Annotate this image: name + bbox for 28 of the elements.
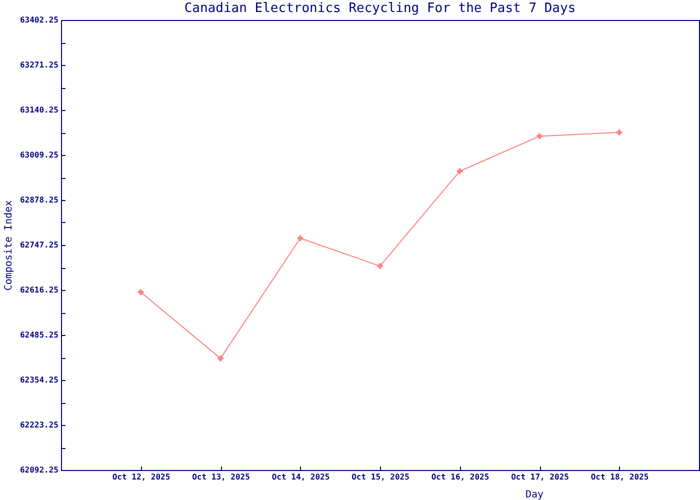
x-tick-label: Oct 12, 2025 <box>112 472 170 482</box>
point <box>616 130 622 136</box>
y-axis-title: Composite Index <box>4 200 14 291</box>
point <box>377 263 383 269</box>
y-tick-label: 62354.25 <box>20 376 59 384</box>
point <box>456 168 463 174</box>
y-tick-label: 63140.25 <box>20 106 59 114</box>
point <box>536 133 542 140</box>
y-tick-label: 63009.25 <box>20 150 59 160</box>
y-tick-label: 62223.25 <box>20 420 59 430</box>
x-tick-label: Oct 16, 2025 <box>431 472 490 482</box>
y-tick-label: 63271.25 <box>20 60 59 70</box>
point <box>218 356 224 362</box>
x-tick-label: Oct 15, 2025 <box>352 472 410 482</box>
x-tick-label: Oct 13, 2025 <box>192 472 250 482</box>
point <box>297 235 304 242</box>
x-tick-label: Oct 18, 2025 <box>590 472 649 482</box>
y-tick-label: 62616.25 <box>20 286 59 294</box>
y-tick-label: 63402.25 <box>20 16 59 24</box>
point <box>138 289 144 295</box>
y-tick-label: 62747.25 <box>20 240 59 250</box>
chart-title: Canadian Electronics Recycling For the Past 7 Days <box>184 1 576 16</box>
x-tick-label: Oct 17, 2025 <box>511 472 570 482</box>
y-tick-label: 62878.25 <box>20 196 59 204</box>
x-tick-label: Oct 14, 2025 <box>272 472 330 482</box>
x-axis-title: Day <box>525 490 544 500</box>
y-tick-label: 62485.25 <box>20 330 59 340</box>
y-tick-label: 62092.25 <box>20 466 59 474</box>
